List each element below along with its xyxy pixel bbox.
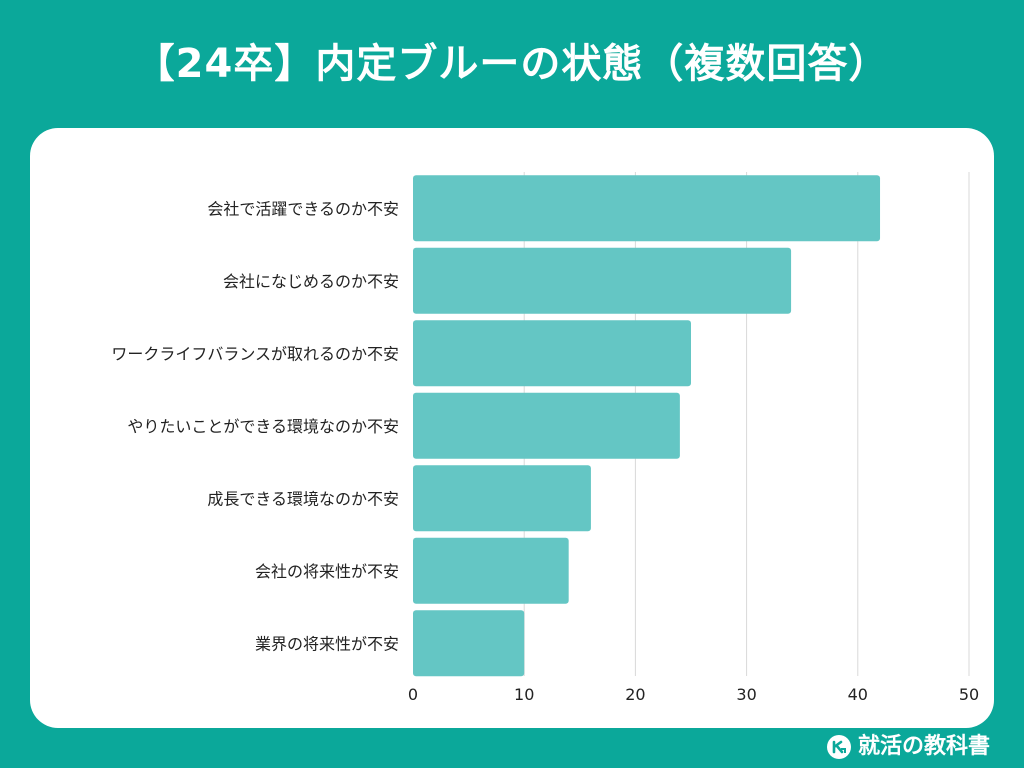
category-label: 会社になじめるのか不安 bbox=[223, 272, 399, 291]
x-tick-label: 30 bbox=[736, 685, 756, 704]
bars bbox=[413, 175, 881, 677]
category-label: 会社の将来性が不安 bbox=[255, 562, 399, 581]
bar bbox=[413, 247, 792, 314]
bar bbox=[413, 175, 881, 242]
category-label: 業界の将来性が不安 bbox=[255, 634, 399, 653]
bar bbox=[413, 610, 525, 677]
bar-chart: 会社で活躍できるのか不安会社になじめるのか不安ワークライフバランスが取れるのか不… bbox=[111, 172, 979, 704]
brand-name: 就活の教科書 bbox=[857, 734, 990, 759]
chart-title: 【24卒】内定ブルーの状態（複数回答） bbox=[134, 41, 890, 87]
x-tick-labels: 0 10 20 30 40 50 bbox=[408, 685, 979, 704]
x-tick-label: 0 bbox=[408, 685, 418, 704]
x-tick-label: 10 bbox=[514, 685, 534, 704]
category-labels: 会社で活躍できるのか不安会社になじめるのか不安ワークライフバランスが取れるのか不… bbox=[111, 199, 399, 653]
category-label: ワークライフバランスが取れるのか不安 bbox=[111, 344, 399, 363]
x-tick-label: 50 bbox=[959, 685, 979, 704]
bar bbox=[413, 465, 591, 532]
bar bbox=[413, 320, 691, 387]
category-label: 会社で活躍できるのか不安 bbox=[207, 199, 399, 218]
brand-logo: 就活の教科書 bbox=[826, 732, 990, 762]
x-tick-label: 40 bbox=[848, 685, 868, 704]
bar bbox=[413, 537, 569, 604]
chart-card: 会社で活躍できるのか不安会社になじめるのか不安ワークライフバランスが取れるのか不… bbox=[30, 128, 994, 728]
bar bbox=[413, 392, 680, 459]
brand-icon bbox=[826, 735, 851, 759]
category-label: やりたいことができる環境なのか不安 bbox=[127, 417, 399, 436]
x-tick-label: 20 bbox=[625, 685, 645, 704]
category-label: 成長できる環境なのか不安 bbox=[207, 489, 399, 508]
